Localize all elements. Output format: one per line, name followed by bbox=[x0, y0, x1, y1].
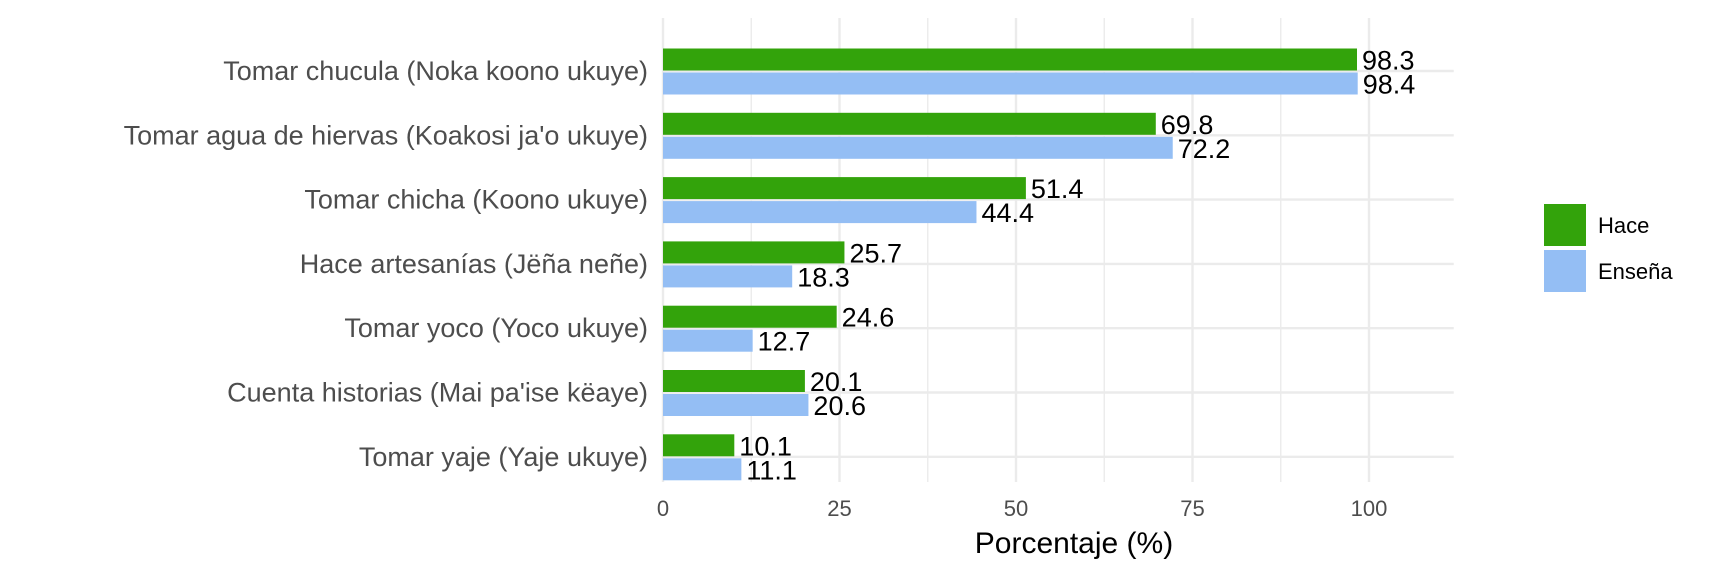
x-tick-label: 75 bbox=[1180, 496, 1204, 521]
x-tick-label: 50 bbox=[1004, 496, 1028, 521]
bar-ense-a bbox=[663, 265, 793, 288]
data-label: 20.1 bbox=[810, 367, 863, 397]
data-label: 25.7 bbox=[849, 238, 902, 268]
legend-label: Hace bbox=[1598, 213, 1649, 238]
category-label: Tomar chicha (Koono ukuye) bbox=[304, 185, 648, 215]
x-tick-labels: 0 25 50 75 100 bbox=[657, 496, 1387, 521]
category-label: Tomar chucula (Noka koono ukuye) bbox=[223, 56, 648, 86]
bars-group bbox=[663, 48, 1358, 481]
category-label: Tomar yaje (Yaje ukuye) bbox=[359, 442, 648, 472]
category-label: Tomar yoco (Yoco ukuye) bbox=[344, 313, 648, 343]
legend-key-ense-a bbox=[1544, 250, 1586, 292]
bar-hace bbox=[663, 434, 735, 457]
category-label: Tomar agua de hiervas (Koakosi ja'o ukuy… bbox=[124, 120, 648, 150]
data-label: 12.7 bbox=[758, 327, 811, 357]
bar-ense-a bbox=[663, 394, 809, 416]
data-label: 98.3 bbox=[1362, 46, 1415, 76]
bar-ense-a bbox=[663, 458, 742, 481]
data-label: 44.4 bbox=[981, 198, 1034, 228]
bar-hace bbox=[663, 112, 1156, 135]
bar-hace bbox=[663, 48, 1357, 71]
data-label: 69.8 bbox=[1161, 110, 1214, 140]
data-label: 24.6 bbox=[842, 303, 895, 333]
grid-lines bbox=[661, 18, 1454, 482]
bar-hace bbox=[663, 241, 845, 264]
bar-ense-a bbox=[663, 136, 1173, 159]
x-tick-label: 25 bbox=[827, 496, 851, 521]
data-label: 18.3 bbox=[797, 262, 850, 292]
category-labels: Tomar chucula (Noka koono ukuye) Tomar ag… bbox=[124, 56, 648, 472]
x-tick-label: 0 bbox=[657, 496, 669, 521]
data-label: 11.1 bbox=[746, 455, 797, 485]
legend-label: Enseña bbox=[1598, 259, 1673, 284]
bar-hace bbox=[663, 177, 1026, 200]
bar-ense-a bbox=[663, 201, 977, 224]
data-labels: 98.398.4 69.872.2 51.444.4 25.718.3 24.6 12.7… bbox=[739, 46, 1415, 486]
bar-ense-a bbox=[663, 72, 1358, 95]
x-tick-label: 100 bbox=[1351, 496, 1388, 521]
bar-ense-a bbox=[663, 329, 753, 352]
legend-key-hace bbox=[1544, 204, 1586, 246]
data-label: 20.6 bbox=[813, 391, 866, 421]
legend: Hace Enseña bbox=[1544, 204, 1673, 292]
x-axis-title: Porcentaje (%) bbox=[975, 527, 1173, 560]
bar-hace bbox=[663, 305, 837, 328]
data-label: 51.4 bbox=[1031, 174, 1084, 204]
data-label: 72.2 bbox=[1178, 134, 1231, 164]
data-label: 10.1 bbox=[739, 431, 792, 461]
category-label: Hace artesanías (Jëña neñe) bbox=[300, 249, 648, 279]
category-label: Cuenta historias (Mai pa'ise këaye) bbox=[227, 378, 648, 408]
bar-hace bbox=[663, 370, 805, 392]
data-label: 98.4 bbox=[1363, 70, 1416, 100]
